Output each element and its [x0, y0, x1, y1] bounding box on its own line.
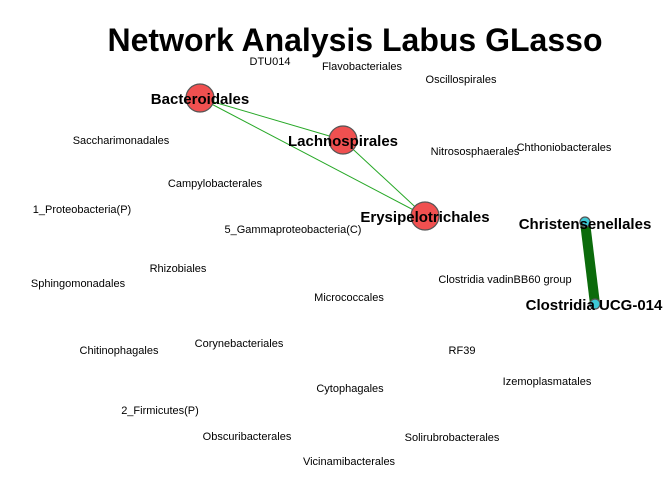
node-christensenellales[interactable] — [579, 216, 591, 228]
node-label-gammaproteobacteria-c: 5_Gammaproteobacteria(C) — [225, 224, 362, 236]
node-label-solirubrobacterales: Solirubrobacterales — [405, 432, 500, 444]
node-label-nitrososphaerales: Nitrososphaerales — [431, 146, 520, 158]
node-label-oscillospirales: Oscillospirales — [426, 74, 497, 86]
edge-bacteroidales-erysipelotrichales — [199, 97, 426, 217]
node-label-campylobacterales: Campylobacterales — [168, 178, 263, 190]
edge-bacteroidales-lachnospirales — [199, 97, 344, 141]
node-label-firmicutes-p: 2_Firmicutes(P) — [121, 405, 199, 417]
node-erysipelotrichales[interactable] — [410, 201, 440, 231]
node-label-obscuribacterales: Obscuribacterales — [203, 431, 292, 443]
node-clostridia-ucg-014[interactable] — [589, 298, 601, 310]
node-label-proteobacteria-p: 1_Proteobacteria(P) — [33, 204, 131, 216]
edge-lachnospirales-erysipelotrichales — [342, 139, 426, 217]
node-label-clostridia-ucg-014: Clostridia UCG-014 — [526, 297, 663, 314]
node-label-flavobacteriales: Flavobacteriales — [322, 61, 403, 73]
edge-christensenellales-clostridia-ucg-014 — [580, 221, 600, 305]
node-label-izemoplasmatales: Izemoplasmatales — [503, 376, 592, 388]
node-lachnospirales[interactable] — [328, 125, 358, 155]
edges-layer — [199, 97, 600, 305]
node-label-bacteroidales: Bacteroidales — [151, 91, 249, 108]
node-label-christensenellales: Christensenellales — [519, 216, 652, 233]
node-label-rhizobiales: Rhizobiales — [150, 263, 207, 275]
labels-layer: Bacteroidales Lachnospirales Erysipelotric… — [31, 56, 663, 468]
node-label-erysipelotrichales: Erysipelotrichales — [360, 209, 489, 226]
node-label-sphingomonadales: Sphingomonadales — [31, 278, 126, 290]
node-label-saccharimonadales: Saccharimonadales — [73, 135, 170, 147]
node-label-cytophagales: Cytophagales — [316, 383, 384, 395]
diagram-title: Network Analysis Labus GLasso — [108, 22, 603, 58]
node-label-corynebacteriales: Corynebacteriales — [195, 338, 284, 350]
node-label-chitinophagales: Chitinophagales — [80, 345, 159, 357]
nodes-layer — [185, 83, 601, 310]
node-label-dtu014: DTU014 — [250, 56, 291, 68]
node-label-clostridia-vadinbb60: Clostridia vadinBB60 group — [438, 274, 571, 286]
node-label-chthoniobacterales: Chthoniobacterales — [517, 142, 612, 154]
node-label-lachnospirales: Lachnospirales — [288, 133, 398, 150]
node-label-vicinamibacterales: Vicinamibacterales — [303, 456, 396, 468]
node-label-micrococcales: Micrococcales — [314, 292, 384, 304]
node-bacteroidales[interactable] — [185, 83, 215, 113]
node-label-rf39: RF39 — [449, 345, 476, 357]
